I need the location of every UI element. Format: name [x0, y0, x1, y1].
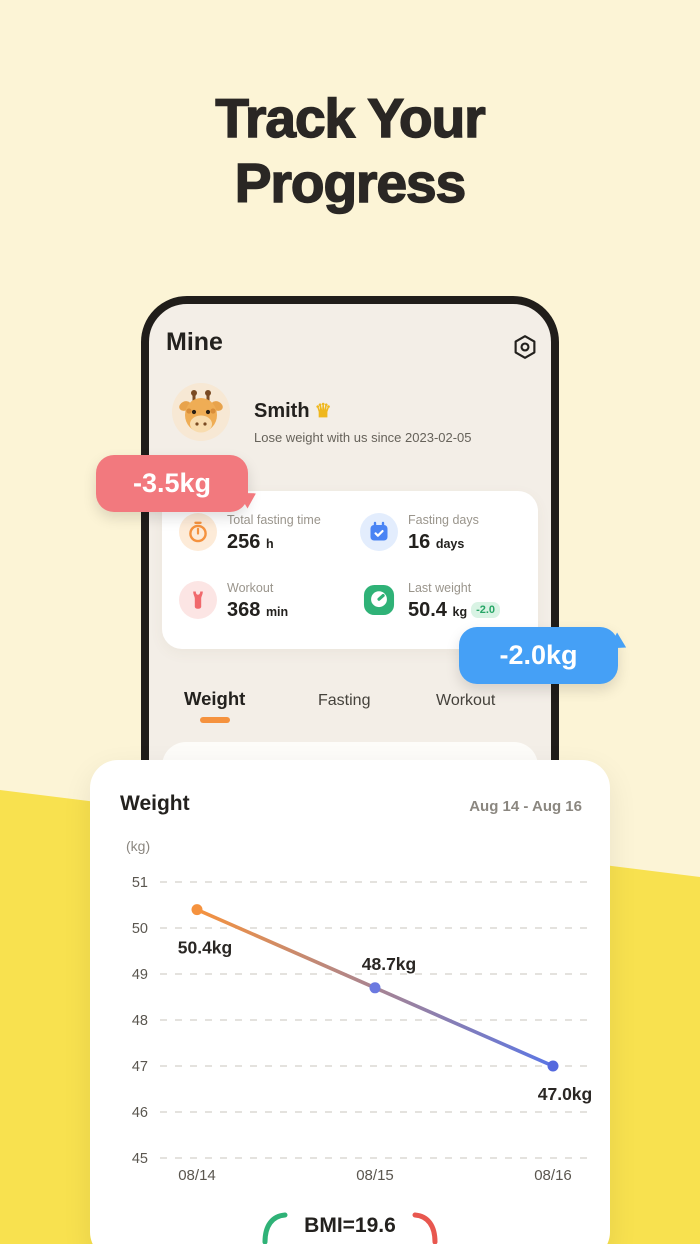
bmi-value: BMI=19.6 — [304, 1214, 396, 1237]
weight-line-chart: 51 50 49 48 47 46 45 08/14 08/15 08/16 50.4kg 48.7… — [132, 875, 592, 1184]
screen-title: Mine — [166, 328, 223, 356]
profile-name-row: Smith ♛ — [254, 400, 332, 423]
stat-last-weight: Last weight 50.4 kg -2.0 — [360, 581, 501, 622]
callout-weight-loss-recent: -2.0kg — [459, 627, 618, 684]
stat-total-fasting-time: Total fasting time 256 h — [179, 513, 321, 554]
data-point[interactable] — [191, 904, 203, 916]
bmi-green-arc-icon — [262, 1212, 288, 1244]
page-title-line2: Progress — [234, 151, 467, 215]
crown-icon: ♛ — [314, 401, 332, 422]
point-label: 50.4kg — [178, 938, 232, 958]
point-label: 48.7kg — [362, 954, 416, 974]
stat-value: 256 h — [227, 531, 274, 553]
x-tick-label: 08/15 — [356, 1167, 394, 1184]
avatar — [172, 383, 230, 441]
y-tick-label: 48 — [132, 1013, 148, 1029]
page-title: Track Your Progress — [0, 86, 700, 216]
stats-card — [162, 491, 538, 649]
bmi-red-arc-icon — [412, 1212, 438, 1244]
profile-name: Smith — [254, 400, 310, 422]
stat-value: 368 min — [227, 599, 289, 621]
data-point[interactable] — [547, 1060, 559, 1072]
settings-icon[interactable] — [511, 333, 539, 361]
y-tick-label: 46 — [132, 1105, 148, 1121]
calendar-icon — [360, 513, 398, 551]
stat-label: Workout — [227, 581, 274, 595]
tab-workout[interactable]: Workout — [436, 692, 496, 709]
callout-weight-loss-total: -3.5kg — [96, 455, 248, 512]
stat-value: 50.4 kg -2.0 — [408, 599, 501, 622]
y-tick-label: 50 — [132, 921, 148, 937]
stat-label: Fasting days — [408, 513, 479, 527]
stat-fasting-days: Fasting days 16 days — [360, 513, 479, 554]
active-tab-indicator — [199, 717, 230, 723]
chart-date-range[interactable]: Aug 14 - Aug 16 — [469, 798, 582, 815]
timer-icon — [179, 513, 217, 551]
y-tick-label: 51 — [132, 875, 148, 891]
scale-icon — [360, 581, 398, 619]
stat-workout: Workout 368 min — [179, 581, 288, 622]
y-tick-label: 49 — [132, 967, 148, 983]
x-tick-label: 08/14 — [178, 1167, 216, 1184]
weight-chart-card: Weight Aug 14 - Aug 16 (kg) 51 50 49 48 47 46… — [90, 760, 610, 1244]
y-tick-label: 47 — [132, 1059, 148, 1075]
stat-label: Last weight — [408, 581, 472, 595]
point-label: 47.0kg — [538, 1084, 592, 1104]
tab-fasting[interactable]: Fasting — [318, 692, 371, 709]
chart-title: Weight — [120, 792, 190, 815]
chart-unit-label: (kg) — [126, 838, 151, 854]
page-title-line1: Track Your — [215, 86, 487, 150]
y-tick-label: 45 — [132, 1151, 148, 1167]
x-tick-label: 08/16 — [534, 1167, 572, 1184]
profile-subtitle: Lose weight with us since 2023-02-05 — [254, 430, 472, 445]
stat-label: Total fasting time — [227, 513, 321, 527]
tab-weight[interactable]: Weight — [184, 688, 245, 723]
weight-change-badge: -2.0 — [471, 602, 501, 618]
giraffe-avatar-icon — [179, 390, 223, 433]
bmi-row: BMI=19.6 — [90, 1210, 610, 1244]
data-point[interactable] — [369, 982, 381, 994]
workout-vest-icon — [179, 581, 217, 619]
stat-value: 16 days — [408, 531, 465, 553]
